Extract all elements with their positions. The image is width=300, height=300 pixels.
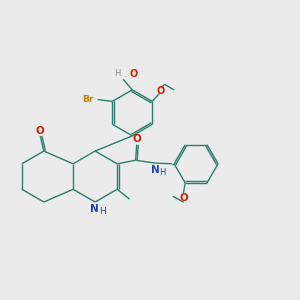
Text: H: H — [115, 69, 121, 78]
Text: N: N — [90, 204, 99, 214]
Text: H: H — [99, 207, 106, 216]
Text: O: O — [132, 134, 141, 144]
Text: O: O — [179, 194, 188, 203]
Text: O: O — [157, 86, 165, 96]
Text: .: . — [123, 69, 127, 79]
Text: Br: Br — [82, 95, 94, 104]
Text: O: O — [130, 69, 138, 79]
Text: N: N — [152, 165, 160, 175]
Text: H: H — [159, 169, 165, 178]
Text: O: O — [36, 125, 45, 136]
